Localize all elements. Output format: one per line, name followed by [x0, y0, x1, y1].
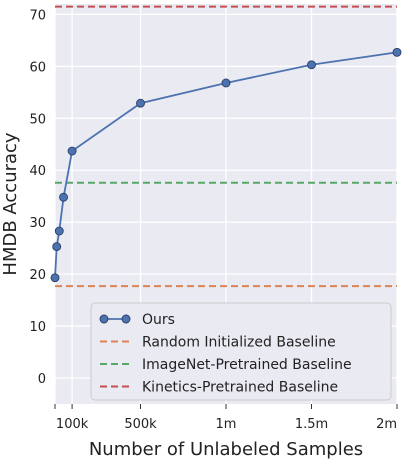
- x-tick-label: 100k: [56, 417, 89, 432]
- x-tick-label: 1.5m: [295, 417, 328, 432]
- y-tick-label: 10: [29, 320, 46, 335]
- data-point: [50, 273, 60, 283]
- legend-label: Random Initialized Baseline: [142, 335, 336, 351]
- x-axis-ticks: 100k 500k 1m 1.5m 2m: [54, 404, 398, 432]
- data-point: [136, 98, 145, 108]
- legend-item: Random Initialized Baseline: [100, 335, 336, 351]
- legend: Ours Random Initialized Baseline ImageNet-…: [90, 302, 392, 401]
- baseline-lines: [55, 5, 397, 288]
- y-tick-label: 40: [29, 164, 46, 179]
- x-tick-label: 2m: [376, 417, 397, 432]
- data-point: [67, 146, 77, 156]
- y-axis-label: HMDB Accuracy: [0, 132, 21, 276]
- data-point: [54, 226, 64, 236]
- y-tick-label: 70: [29, 8, 46, 23]
- x-tick-label: 500k: [124, 417, 157, 432]
- legend-label: Kinetics-Pretrained Baseline: [142, 380, 338, 396]
- legend-label: Ours: [142, 312, 175, 328]
- legend-item: ImageNet-Pretrained Baseline: [100, 357, 352, 373]
- data-point: [59, 192, 68, 202]
- data-point: [221, 78, 231, 88]
- x-axis-label: Number of Unlabeled Samples: [89, 439, 363, 460]
- y-tick-label: 50: [29, 112, 46, 127]
- legend-marker: [121, 314, 131, 324]
- y-tick-label: 30: [29, 216, 46, 231]
- legend-box: [90, 302, 392, 401]
- x-tick-label: 1m: [216, 417, 237, 432]
- y-axis-ticks: 0 10 20 30 40 50 60 70: [29, 8, 46, 387]
- legend-item: Ours: [99, 312, 175, 328]
- data-point: [307, 60, 316, 70]
- y-tick-label: 20: [29, 268, 46, 283]
- series-ours: [50, 47, 402, 283]
- legend-marker: [99, 314, 109, 324]
- legend-label: ImageNet-Pretrained Baseline: [142, 357, 352, 373]
- y-tick-label: 60: [29, 60, 46, 75]
- data-point: [392, 47, 402, 57]
- legend-item: Kinetics-Pretrained Baseline: [100, 380, 338, 396]
- data-point: [52, 242, 62, 252]
- y-tick-label: 0: [38, 372, 46, 387]
